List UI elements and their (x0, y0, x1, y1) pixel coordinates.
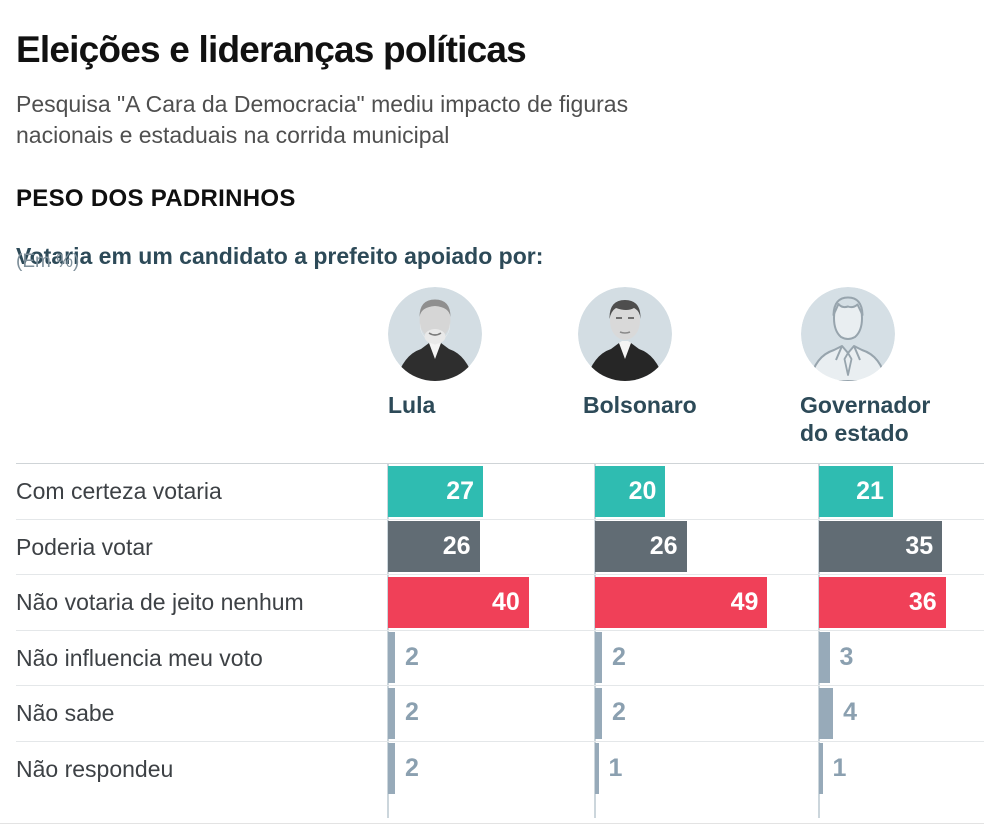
row-divider (16, 574, 984, 575)
column-label-governador: Governador do estado (800, 392, 931, 446)
bar-value-label: 4 (843, 698, 857, 726)
chart-row-nao-respondeu: Não respondeu 2 1 1 (0, 741, 984, 797)
bar-lula-nao-influencia (388, 632, 396, 683)
bar-governador-nao-sabe (819, 687, 834, 739)
bar-value-label: 2 (612, 698, 626, 726)
bar-bolsonaro-poderia-votar: 26 (595, 521, 687, 572)
bar-value-label: 20 (628, 476, 657, 505)
row-divider (16, 629, 984, 631)
bar-bolsonaro-nao-influencia (595, 632, 603, 683)
bar-governador-poderia-votar: 35 (819, 521, 943, 572)
bar-value-label: 49 (730, 587, 759, 616)
row-divider (16, 740, 984, 742)
bar-value-label: 1 (608, 753, 623, 782)
bar-value-label: 2 (405, 642, 419, 671)
bar-value-label: 2 (405, 698, 419, 726)
bar-lula-nao-votaria: 40 (388, 576, 529, 628)
section-heading: PESO DOS PADRINHOS (16, 184, 296, 212)
grouped-bar-chart: Com certeza votaria 27 20 21 Poderia vot… (0, 463, 984, 825)
row-label: Poderia votar (16, 533, 153, 560)
chart-row-nao-influencia: Não influencia meu voto 2 2 3 (0, 630, 984, 686)
generic-person-icon (801, 287, 895, 381)
avatar-bolsonaro (578, 287, 672, 381)
bar-bolsonaro-nao-respondeu (595, 743, 599, 794)
chart-row-nao-sabe: Não sabe 2 2 4 (0, 685, 984, 741)
bar-governador-nao-respondeu (819, 743, 823, 794)
row-label: Não sabe (16, 700, 115, 726)
chart-row-poderia-votar: Poderia votar 26 26 35 (0, 519, 984, 575)
bar-bolsonaro-nao-votaria: 49 (595, 576, 768, 628)
chart-row-nao-votaria: Não votaria de jeito nenhum 40 49 36 (0, 574, 984, 630)
bar-value-label: 35 (905, 532, 934, 560)
bar-lula-nao-sabe (388, 687, 396, 739)
bar-value-label: 36 (908, 587, 937, 616)
page-subtitle: Pesquisa "A Cara da Democracia" mediu im… (16, 91, 629, 148)
bar-lula-com-certeza: 27 (388, 465, 484, 517)
bottom-border (0, 823, 984, 824)
row-label: Não influencia meu voto (16, 644, 263, 671)
bar-value-label: 27 (446, 476, 475, 505)
unit-note: (Em %) (16, 251, 80, 272)
bar-governador-com-certeza: 21 (819, 465, 893, 517)
lula-portrait-icon (388, 287, 482, 381)
bar-governador-nao-votaria: 36 (819, 576, 946, 628)
bar-bolsonaro-nao-sabe (595, 687, 603, 739)
bar-value-label: 21 (856, 476, 884, 505)
bar-value-label: 26 (442, 532, 471, 560)
bar-lula-poderia-votar: 26 (388, 521, 480, 572)
bar-value-label: 2 (405, 753, 419, 782)
bar-lula-nao-respondeu (388, 743, 396, 794)
chart-question-heading: Votaria em um candidato a prefeito apoia… (16, 243, 544, 269)
row-divider (16, 685, 984, 686)
bolsonaro-portrait-icon (578, 287, 672, 381)
row-label: Com certeza votaria (16, 478, 222, 504)
avatar-lula (388, 287, 482, 381)
avatar-governador (801, 287, 895, 381)
bar-value-label: 1 (832, 753, 847, 782)
bar-value-label: 3 (839, 642, 854, 671)
bar-bolsonaro-com-certeza: 20 (595, 465, 666, 517)
row-label: Não votaria de jeito nenhum (16, 589, 304, 615)
bar-value-label: 2 (612, 642, 626, 671)
page-title: Eleições e lideranças políticas (16, 28, 527, 70)
chart-row-com-certeza-votaria: Com certeza votaria 27 20 21 (0, 463, 984, 519)
row-divider (16, 518, 984, 520)
column-label-bolsonaro: Bolsonaro (583, 392, 697, 418)
row-label: Não respondeu (16, 755, 174, 782)
bar-value-label: 26 (649, 532, 678, 560)
bar-value-label: 40 (491, 587, 520, 616)
row-divider (16, 463, 984, 464)
bar-governador-nao-influencia (819, 632, 830, 683)
column-label-lula: Lula (388, 392, 436, 418)
